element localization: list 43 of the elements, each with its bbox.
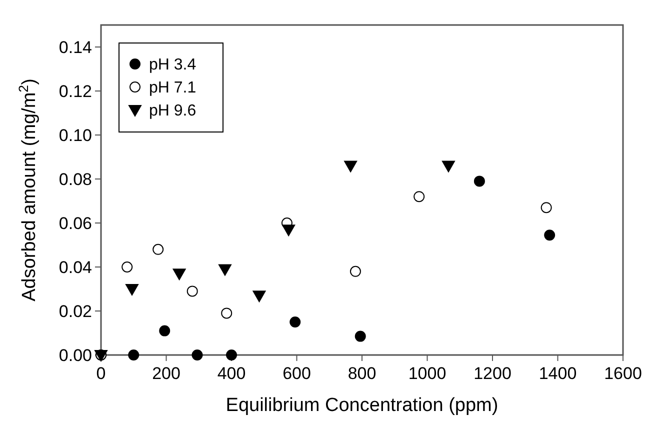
point bbox=[172, 268, 186, 280]
point bbox=[128, 350, 140, 360]
point bbox=[290, 316, 301, 328]
y-tick-label: 0.10 bbox=[58, 126, 92, 145]
point bbox=[442, 160, 455, 172]
x-tick-label: 1200 bbox=[474, 364, 512, 383]
x-tick-label: 1000 bbox=[408, 364, 446, 383]
point bbox=[282, 224, 296, 236]
point bbox=[414, 191, 425, 202]
x-tick-label: 1600 bbox=[604, 364, 642, 383]
point bbox=[474, 176, 485, 187]
x-tick-label: 200 bbox=[152, 364, 180, 383]
point bbox=[544, 230, 556, 241]
point bbox=[221, 308, 232, 319]
legend-label: pH 3.4 bbox=[149, 56, 196, 74]
y-tick-label: 0.08 bbox=[58, 170, 92, 189]
point bbox=[125, 284, 138, 296]
legend-label: pH 7.1 bbox=[149, 80, 196, 97]
point bbox=[192, 350, 203, 360]
y-tick-label: 0.00 bbox=[58, 346, 92, 365]
y-tick-label: 0.06 bbox=[58, 214, 92, 233]
x-tick-label: 400 bbox=[217, 364, 246, 383]
x-tick-label: 1400 bbox=[538, 364, 577, 383]
x-axis-title: Equilibrium Concentration (ppm) bbox=[226, 395, 498, 416]
y-tick-label: 0.04 bbox=[58, 258, 92, 277]
y-tick-label: 0.02 bbox=[58, 302, 92, 321]
point bbox=[354, 330, 366, 342]
point bbox=[152, 244, 164, 255]
point bbox=[540, 202, 552, 214]
x-tick-label: 0 bbox=[96, 364, 106, 383]
point bbox=[226, 350, 237, 360]
point bbox=[186, 286, 198, 297]
point bbox=[218, 264, 232, 276]
point bbox=[122, 262, 133, 272]
legend-label: pH 9.6 bbox=[149, 102, 196, 120]
point bbox=[252, 290, 266, 302]
point bbox=[350, 266, 361, 277]
point bbox=[159, 325, 170, 336]
x-tick-label: 800 bbox=[348, 364, 376, 383]
y-tick-label: 0.12 bbox=[58, 82, 92, 101]
point bbox=[344, 160, 358, 172]
y-tick-label: 0.14 bbox=[58, 38, 92, 57]
x-tick-label: 600 bbox=[282, 364, 311, 383]
